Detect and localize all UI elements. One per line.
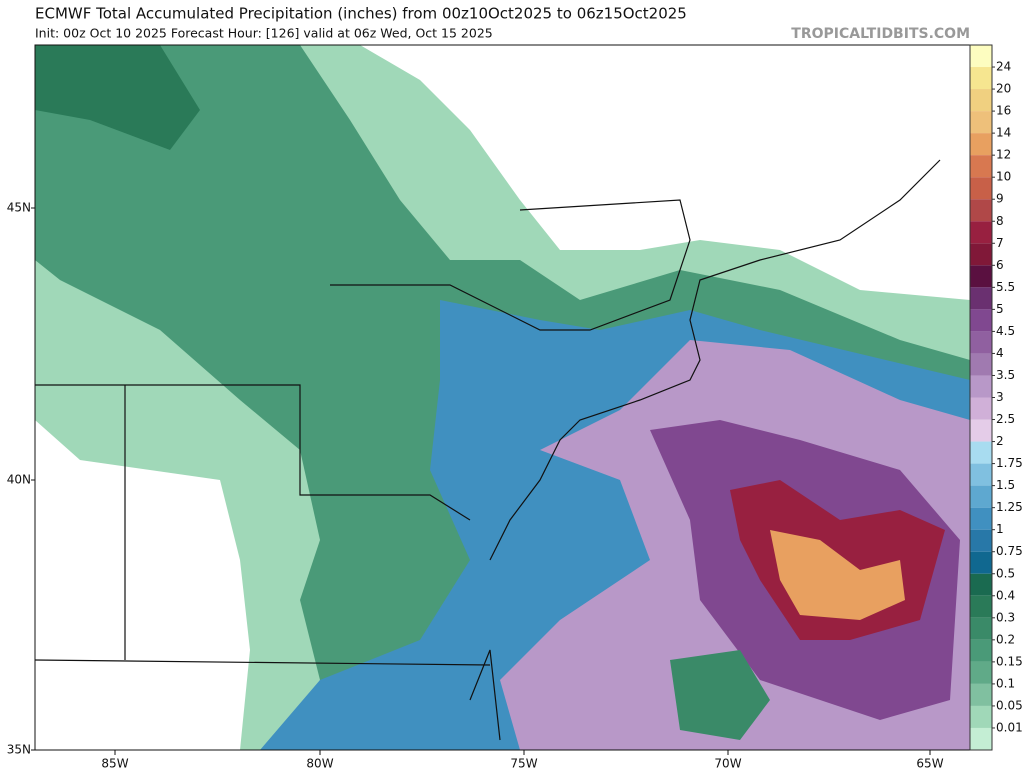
colorbar-label: 9 <box>996 192 1004 206</box>
colorbar-cell <box>970 595 992 618</box>
colorbar-cell <box>970 265 992 288</box>
colorbar-cell <box>970 683 992 706</box>
colorbar-cell <box>970 705 992 728</box>
colorbar-cell <box>970 177 992 200</box>
colorbar-cell <box>970 573 992 596</box>
lat-label: 35N <box>7 743 31 757</box>
colorbar-cell <box>970 727 992 750</box>
colorbar-cell <box>970 397 992 420</box>
colorbar-label: 2 <box>996 434 1004 448</box>
colorbar-label: 0.75 <box>996 544 1023 558</box>
colorbar-cell <box>970 661 992 684</box>
colorbar-label: 7 <box>996 236 1004 250</box>
colorbar-label: 6 <box>996 258 1004 272</box>
colorbar-cell <box>970 287 992 310</box>
colorbar-cell <box>970 419 992 442</box>
colorbar-label: 2.5 <box>996 412 1015 426</box>
colorbar-cell <box>970 309 992 332</box>
state-borders <box>35 199 691 666</box>
colorbar-cell <box>970 441 992 464</box>
lat-label: 40N <box>7 473 31 487</box>
colorbar-label: 5 <box>996 302 1004 316</box>
colorbar-label: 8 <box>996 214 1004 228</box>
colorbar-cell <box>970 67 992 90</box>
title: ECMWF Total Accumulated Precipitation (i… <box>35 5 687 23</box>
colorbar-label: 0.2 <box>996 632 1015 646</box>
colorbar-label: 4.5 <box>996 324 1015 338</box>
colorbar-label: 3.5 <box>996 368 1015 382</box>
colorbar-cell <box>970 111 992 134</box>
colorbar-cell <box>970 331 992 354</box>
colorbar-label: 0.4 <box>996 588 1015 602</box>
colorbar-cell <box>970 353 992 376</box>
lat-label: 45N <box>7 201 31 215</box>
lon-label: 75W <box>510 757 537 771</box>
colorbar-label: 3 <box>996 390 1004 404</box>
precip-green-ocean <box>670 650 770 740</box>
colorbar-cell <box>970 375 992 398</box>
subtitle: Init: 00z Oct 10 2025 Forecast Hour: [12… <box>35 26 493 41</box>
colorbar-label: 0.15 <box>996 654 1023 668</box>
colorbar-cell <box>970 485 992 508</box>
colorbar-label: 0.1 <box>996 676 1015 690</box>
colorbar-cell <box>970 89 992 112</box>
colorbar-cell <box>970 199 992 222</box>
lon-label: 70W <box>714 757 741 771</box>
lon-label: 85W <box>101 757 128 771</box>
colorbar-cell <box>970 617 992 640</box>
colorbar-cell <box>970 221 992 244</box>
colorbar-label: 20 <box>996 82 1011 96</box>
colorbar-cell <box>970 507 992 530</box>
colorbar-label: 0.3 <box>996 610 1015 624</box>
colorbar-label: 0.01 <box>996 720 1023 734</box>
map-area <box>34 44 971 751</box>
colorbar-label: 10 <box>996 170 1011 184</box>
colorbar-cell <box>970 529 992 552</box>
colorbar-label: 1.25 <box>996 500 1023 514</box>
coastline <box>469 159 941 741</box>
colorbar-label: 0.5 <box>996 566 1015 580</box>
colorbar-cell <box>970 155 992 178</box>
colorbar-label: 12 <box>996 148 1011 162</box>
lon-label: 80W <box>306 757 333 771</box>
colorbar-label: 16 <box>996 104 1011 118</box>
watermark: TROPICALTIDBITS.COM <box>791 26 970 42</box>
colorbar-cell <box>970 639 992 662</box>
colorbar: 24 20 16 14 12 10 9 8 7 6 5.5 5 4.5 4 3.5 3 2.5 2 1.75 1.5 1… <box>969 44 1023 751</box>
colorbar-cell <box>970 463 992 486</box>
colorbar-label: 1 <box>996 522 1004 536</box>
colorbar-label: 24 <box>996 60 1011 74</box>
colorbar-label: 14 <box>996 126 1011 140</box>
colorbar-label: 4 <box>996 346 1004 360</box>
colorbar-label: 0.05 <box>996 698 1023 712</box>
precip-orange <box>770 530 905 620</box>
colorbar-cell <box>970 551 992 574</box>
colorbar-cell <box>970 133 992 156</box>
colorbar-label: 5.5 <box>996 280 1015 294</box>
lon-label: 65W <box>916 757 943 771</box>
colorbar-label: 1.75 <box>996 456 1023 470</box>
precip-green-dark <box>35 45 200 150</box>
colorbar-cell <box>970 45 992 68</box>
colorbar-label: 1.5 <box>996 478 1015 492</box>
coordinate-labels: 45N 40N 35N 85W 80W 75W 70W 65W <box>7 201 944 771</box>
colorbar-cell <box>970 243 992 266</box>
